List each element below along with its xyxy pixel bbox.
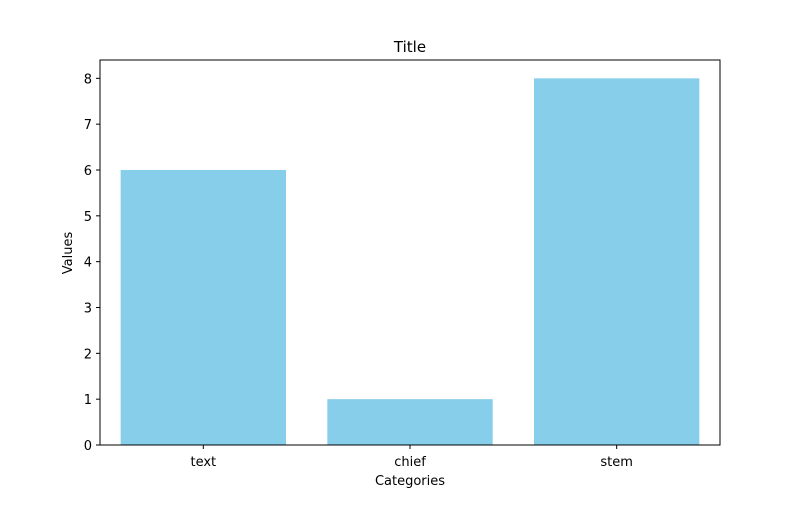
x-axis-label: Categories: [375, 474, 445, 489]
x-tick-label: chief: [394, 455, 426, 470]
y-tick-label: 7: [84, 118, 92, 133]
bar-chief: [327, 399, 493, 445]
y-tick-label: 5: [84, 210, 92, 225]
y-tick-label: 0: [84, 439, 92, 454]
x-tick-label: stem: [600, 455, 633, 470]
bar-stem: [534, 78, 700, 445]
chart-title: Title: [393, 38, 426, 56]
y-tick-label: 6: [84, 164, 92, 179]
y-tick-label: 8: [84, 72, 92, 87]
y-tick-label: 4: [84, 256, 92, 271]
y-axis-label: Values: [61, 232, 76, 275]
x-axis-ticks: text chief stem: [190, 445, 633, 470]
y-tick-label: 2: [84, 347, 92, 362]
plot-frame: [99, 59, 721, 446]
x-tick-label: text: [190, 455, 216, 470]
y-tick-label: 1: [84, 393, 92, 408]
y-tick-label: 3: [84, 302, 92, 317]
bar-text: [120, 170, 287, 445]
y-axis-ticks: 0 1 2 3 4 5 6 7 8: [84, 72, 100, 454]
bars-group: [120, 78, 700, 445]
